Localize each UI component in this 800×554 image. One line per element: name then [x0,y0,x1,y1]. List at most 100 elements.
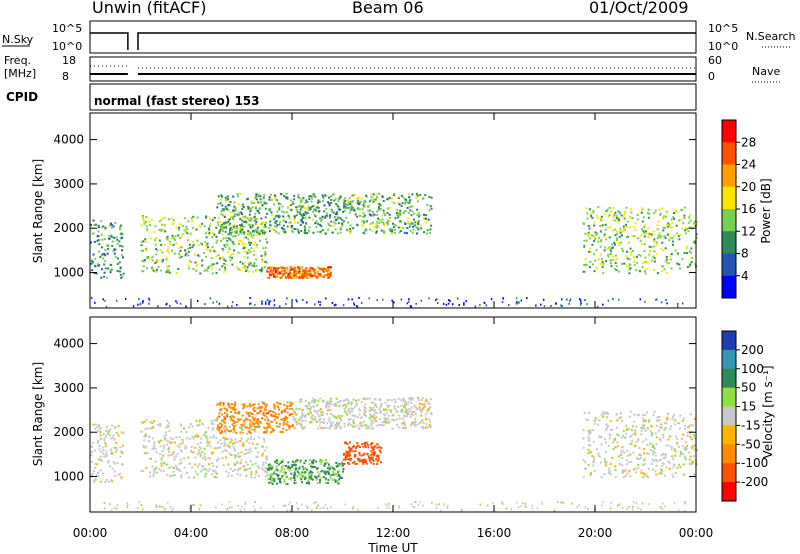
echo-cell [301,420,304,423]
echo-cell [247,438,250,441]
noise-left-tick-bottom: 10^0 [52,40,82,53]
echo-cell [219,439,222,442]
echo-cell [339,208,342,211]
echo-cell [90,223,93,226]
echo-cell [116,263,119,266]
echo-cell [643,270,646,273]
echo-cell [319,421,322,424]
echo-cell [319,274,322,277]
echo-cell [190,298,192,301]
echo-cell [285,422,288,425]
echo-cell [224,259,227,262]
echo-cell [582,270,585,273]
echo-cell [327,266,330,269]
echo-cell [160,462,163,465]
echo-cell [561,304,563,307]
echo-cell [234,213,237,216]
echo-cell [596,305,599,308]
noise-right-tick-bottom: 10^0 [708,40,738,53]
echo-cell [266,422,269,425]
echo-cell [277,202,280,205]
echo-cell [269,410,272,413]
echo-cell [325,401,328,404]
echo-cell [362,231,365,234]
echo-cell [224,407,227,410]
echo-cell [140,430,143,433]
echo-cell [395,212,398,215]
echo-cell [675,435,678,438]
echo-cell [304,211,307,214]
echo-cell [367,455,370,458]
echo-cell [289,221,292,224]
echo-cell [693,220,696,223]
echo-cell [310,200,313,203]
echo-cell [293,221,296,224]
echo-cell [269,207,272,210]
echo-cell [93,272,96,275]
echo-cell [333,199,336,202]
echo-cell [411,231,414,234]
echo-cell [645,267,648,270]
echo-cell [120,224,123,227]
echo-cell [272,274,275,277]
echo-cell [184,249,187,252]
power-colorbar-swatch [722,120,736,143]
echo-cell [663,214,666,217]
echo-cell [116,238,119,241]
echo-cell [246,252,249,255]
echo-cell [256,209,259,212]
echo-cell [328,419,331,422]
echo-cell [219,225,222,228]
echo-cell [246,217,249,220]
echo-cell [355,305,358,308]
echo-cell [195,269,198,272]
echo-cell [397,212,400,215]
echo-cell [172,467,175,470]
echo-cell [370,456,373,459]
echo-cell [293,461,296,464]
echo-cell [168,441,171,444]
echo-cell [383,224,386,227]
echo-cell [317,409,320,412]
echo-cell [683,448,686,451]
echo-cell [328,273,331,276]
echo-cell [318,200,321,203]
echo-cell [629,410,632,413]
echo-cell [237,203,240,206]
echo-cell [227,246,230,249]
echo-cell [396,410,399,413]
echo-cell [342,470,345,473]
echo-cell [602,303,604,306]
echo-cell [140,244,143,247]
echo-cell [175,300,177,303]
echo-cell [388,405,391,408]
echo-cell [629,226,632,229]
echo-cell [221,503,224,506]
echo-cell [419,421,422,424]
echo-cell [614,469,617,472]
echo-cell [321,200,324,203]
echo-cell [209,249,212,252]
echo-cell [388,213,391,216]
echo-cell [271,467,274,470]
echo-cell [217,441,220,444]
echo-cell [221,208,224,211]
echo-cell [261,258,264,261]
echo-cell [293,471,296,474]
echo-cell [661,464,664,467]
echo-cell [590,214,593,217]
echo-cell [221,224,224,227]
echo-cell [126,502,128,505]
echo-cell [334,468,337,471]
echo-cell [321,268,324,271]
echo-cell [181,233,184,236]
echo-cell [417,222,420,225]
echo-cell [338,208,341,211]
echo-cell [233,201,236,204]
echo-cell [639,457,642,460]
echo-cell [354,454,357,457]
echo-cell [269,300,272,303]
echo-cell [255,426,258,429]
echo-cell [656,237,659,240]
echo-cell [411,221,414,224]
